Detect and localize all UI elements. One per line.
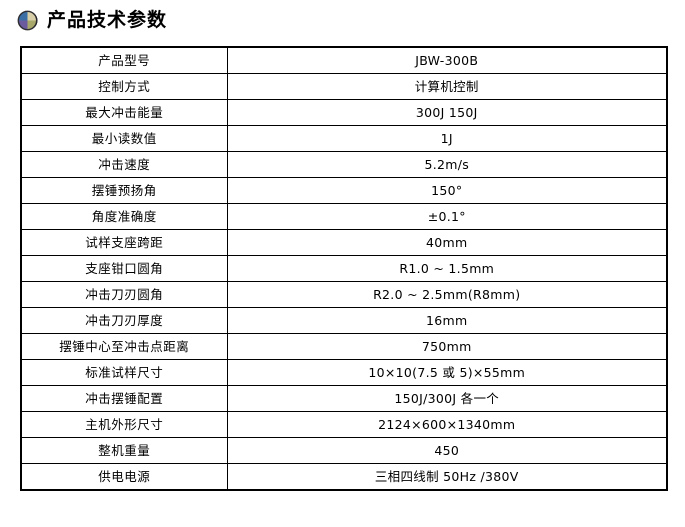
spec-table-container: 产品型号 JBW-300B 控制方式 计算机控制 最大冲击能量 300J 150J 最小读数…	[20, 46, 668, 491]
spec-value-cell: 16mm	[226, 307, 668, 334]
spec-value-cell: 150°	[226, 177, 668, 204]
table-row: 试样支座跨距 40mm	[20, 229, 668, 256]
spec-label-cell: 标准试样尺寸	[20, 359, 228, 386]
spec-value-cell: 150J/300J 各一个	[226, 385, 668, 412]
page-title: 产品技术参数	[47, 8, 168, 31]
table-row: 冲击摆锤配置 150J/300J 各一个	[20, 385, 668, 412]
spec-value-cell: ±0.1°	[226, 203, 668, 230]
table-row: 支座钳口圆角 R1.0 ~ 1.5mm	[20, 255, 668, 282]
table-row: 最小读数值 1J	[20, 125, 668, 152]
spec-label-cell: 供电电源	[20, 463, 228, 491]
spec-label-cell: 产品型号	[20, 46, 228, 74]
spec-label-cell: 摆锤中心至冲击点距离	[20, 333, 228, 360]
spec-label-cell: 冲击刀刃圆角	[20, 281, 228, 308]
spec-label-cell: 支座钳口圆角	[20, 255, 228, 282]
sphere-quadrant-icon	[17, 10, 38, 30]
spec-value-cell: 5.2m/s	[226, 151, 668, 178]
spec-table-body: 产品型号 JBW-300B 控制方式 计算机控制 最大冲击能量 300J 150J 最小读数…	[20, 46, 668, 491]
spec-label-cell: 主机外形尺寸	[20, 411, 228, 438]
spec-value-cell: 三相四线制 50Hz /380V	[226, 463, 668, 491]
table-row: 冲击速度 5.2m/s	[20, 151, 668, 178]
spec-label-cell: 冲击刀刃厚度	[20, 307, 228, 334]
spec-value-cell: 300J 150J	[226, 99, 668, 126]
spec-label-cell: 角度准确度	[20, 203, 228, 230]
spec-value-cell: R1.0 ~ 1.5mm	[226, 255, 668, 282]
table-row: 产品型号 JBW-300B	[20, 46, 668, 74]
spec-label-cell: 冲击速度	[20, 151, 228, 178]
table-row: 供电电源 三相四线制 50Hz /380V	[20, 463, 668, 491]
table-row: 控制方式 计算机控制	[20, 73, 668, 100]
table-row: 主机外形尺寸 2124×600×1340mm	[20, 411, 668, 438]
product-spec-table: 产品型号 JBW-300B 控制方式 计算机控制 最大冲击能量 300J 150J 最小读数…	[20, 46, 668, 491]
spec-value-cell: 2124×600×1340mm	[226, 411, 668, 438]
table-row: 最大冲击能量 300J 150J	[20, 99, 668, 126]
table-row: 摆锤中心至冲击点距离 750mm	[20, 333, 668, 360]
spec-value-cell: JBW-300B	[226, 46, 668, 74]
table-row: 冲击刀刃圆角 R2.0 ~ 2.5mm(R8mm)	[20, 281, 668, 308]
spec-value-cell: 750mm	[226, 333, 668, 360]
spec-label-cell: 试样支座跨距	[20, 229, 228, 256]
spec-label-cell: 控制方式	[20, 73, 228, 100]
spec-value-cell: R2.0 ~ 2.5mm(R8mm)	[226, 281, 668, 308]
spec-label-cell: 摆锤预扬角	[20, 177, 228, 204]
spec-label-cell: 最大冲击能量	[20, 99, 228, 126]
table-row: 标准试样尺寸 10×10(7.5 或 5)×55mm	[20, 359, 668, 386]
table-row: 整机重量 450	[20, 437, 668, 464]
spec-label-cell: 冲击摆锤配置	[20, 385, 228, 412]
spec-value-cell: 40mm	[226, 229, 668, 256]
spec-label-cell: 整机重量	[20, 437, 228, 464]
page-header: 产品技术参数	[17, 4, 167, 36]
table-row: 摆锤预扬角 150°	[20, 177, 668, 204]
table-row: 冲击刀刃厚度 16mm	[20, 307, 668, 334]
spec-value-cell: 计算机控制	[226, 73, 668, 100]
table-row: 角度准确度 ±0.1°	[20, 203, 668, 230]
spec-label-cell: 最小读数值	[20, 125, 228, 152]
spec-value-cell: 1J	[226, 125, 668, 152]
spec-value-cell: 10×10(7.5 或 5)×55mm	[226, 359, 668, 386]
spec-value-cell: 450	[226, 437, 668, 464]
